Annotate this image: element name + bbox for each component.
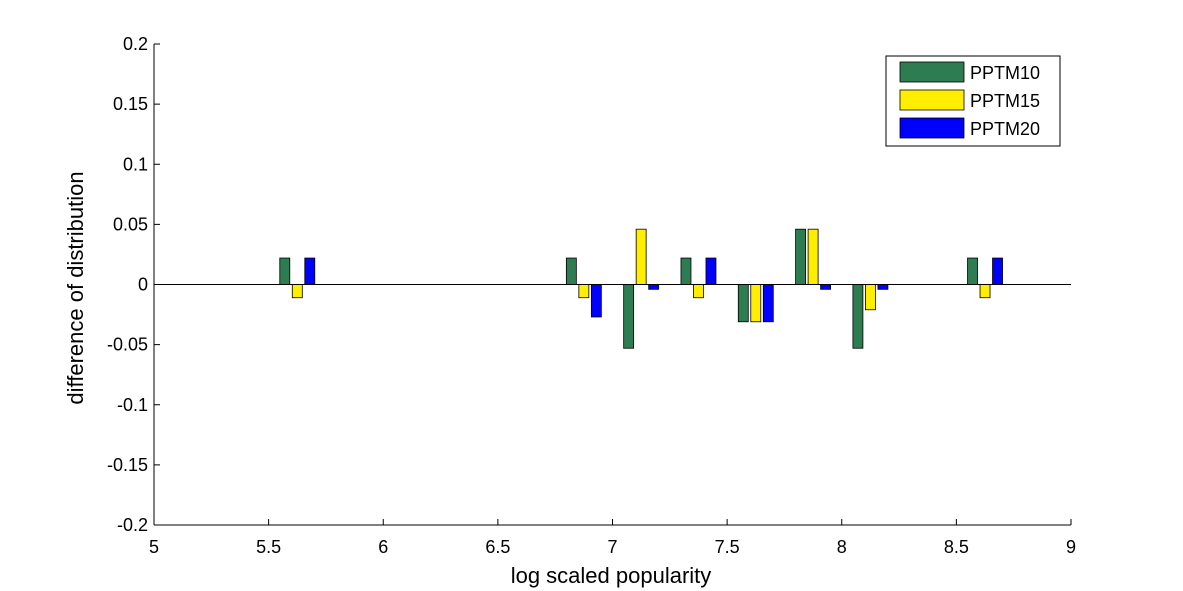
bar-pptm15: [635, 228, 647, 285]
bar-pptm15: [979, 284, 991, 299]
bar-pptm20: [992, 257, 1003, 285]
bar-pptm10: [852, 284, 864, 349]
bars: [279, 228, 1003, 349]
y-axis-ticks: 0.2 0.15 0.1 0.05 0 -0.05 -0.1 -0.15 -0.2: [107, 34, 160, 535]
bar-pptm10: [279, 257, 291, 285]
bar-pptm20: [820, 284, 831, 290]
x-tick-label: 9: [1066, 537, 1076, 557]
x-tick-label: 7.5: [715, 537, 740, 557]
y-tick-label: -0.05: [107, 335, 148, 355]
bar-pptm10: [623, 284, 635, 349]
bar-pptm20: [590, 284, 602, 318]
axes: [153, 44, 1071, 526]
legend-label: PPTM20: [970, 119, 1040, 139]
x-axis-title: log scaled popularity: [511, 563, 712, 588]
bar-pptm10: [737, 284, 749, 323]
x-tick-label: 5: [149, 537, 159, 557]
bar-pptm20: [762, 284, 774, 323]
y-tick-label: 0.05: [113, 214, 148, 234]
x-tick-label: 8.5: [944, 537, 969, 557]
bar-pptm15: [807, 228, 819, 285]
y-axis-title: difference of distribution: [63, 171, 88, 404]
bar-pptm20: [648, 284, 660, 290]
legend-label: PPTM15: [970, 91, 1040, 111]
y-tick-label: -0.15: [107, 455, 148, 475]
bar-pptm15: [865, 284, 876, 311]
x-tick-label: 6: [378, 537, 388, 557]
x-tick-label: 5.5: [256, 537, 281, 557]
bar-pptm15: [750, 284, 762, 323]
x-tick-label: 7: [607, 537, 617, 557]
bar-pptm20: [705, 257, 717, 285]
y-tick-label: 0.2: [123, 34, 148, 54]
bar-pptm10: [565, 257, 577, 285]
bar-pptm20: [877, 284, 889, 290]
bar-pptm10: [967, 257, 978, 285]
x-tick-label: 6.5: [485, 537, 510, 557]
y-tick-label: 0.15: [113, 94, 148, 114]
bar-pptm10: [680, 257, 692, 285]
legend-swatch: [899, 89, 965, 111]
legend-label: PPTM10: [970, 63, 1040, 83]
bar-pptm20: [304, 257, 316, 285]
legend: PPTM10 PPTM15 PPTM20: [885, 55, 1061, 147]
x-axis-ticks: 5 5.5 6 6.5 7 7.5 8 8.5 9: [149, 519, 1076, 557]
y-tick-label: 0: [138, 275, 148, 295]
legend-swatch: [899, 61, 965, 83]
bar-pptm15: [693, 284, 704, 299]
legend-swatch: [899, 117, 965, 139]
bar-pptm15: [291, 284, 303, 299]
bar-pptm15: [578, 284, 590, 299]
y-tick-label: -0.1: [117, 395, 148, 415]
y-tick-label: 0.1: [123, 154, 148, 174]
y-tick-label: -0.2: [117, 515, 148, 535]
bar-pptm10: [795, 228, 806, 285]
x-tick-label: 8: [837, 537, 847, 557]
